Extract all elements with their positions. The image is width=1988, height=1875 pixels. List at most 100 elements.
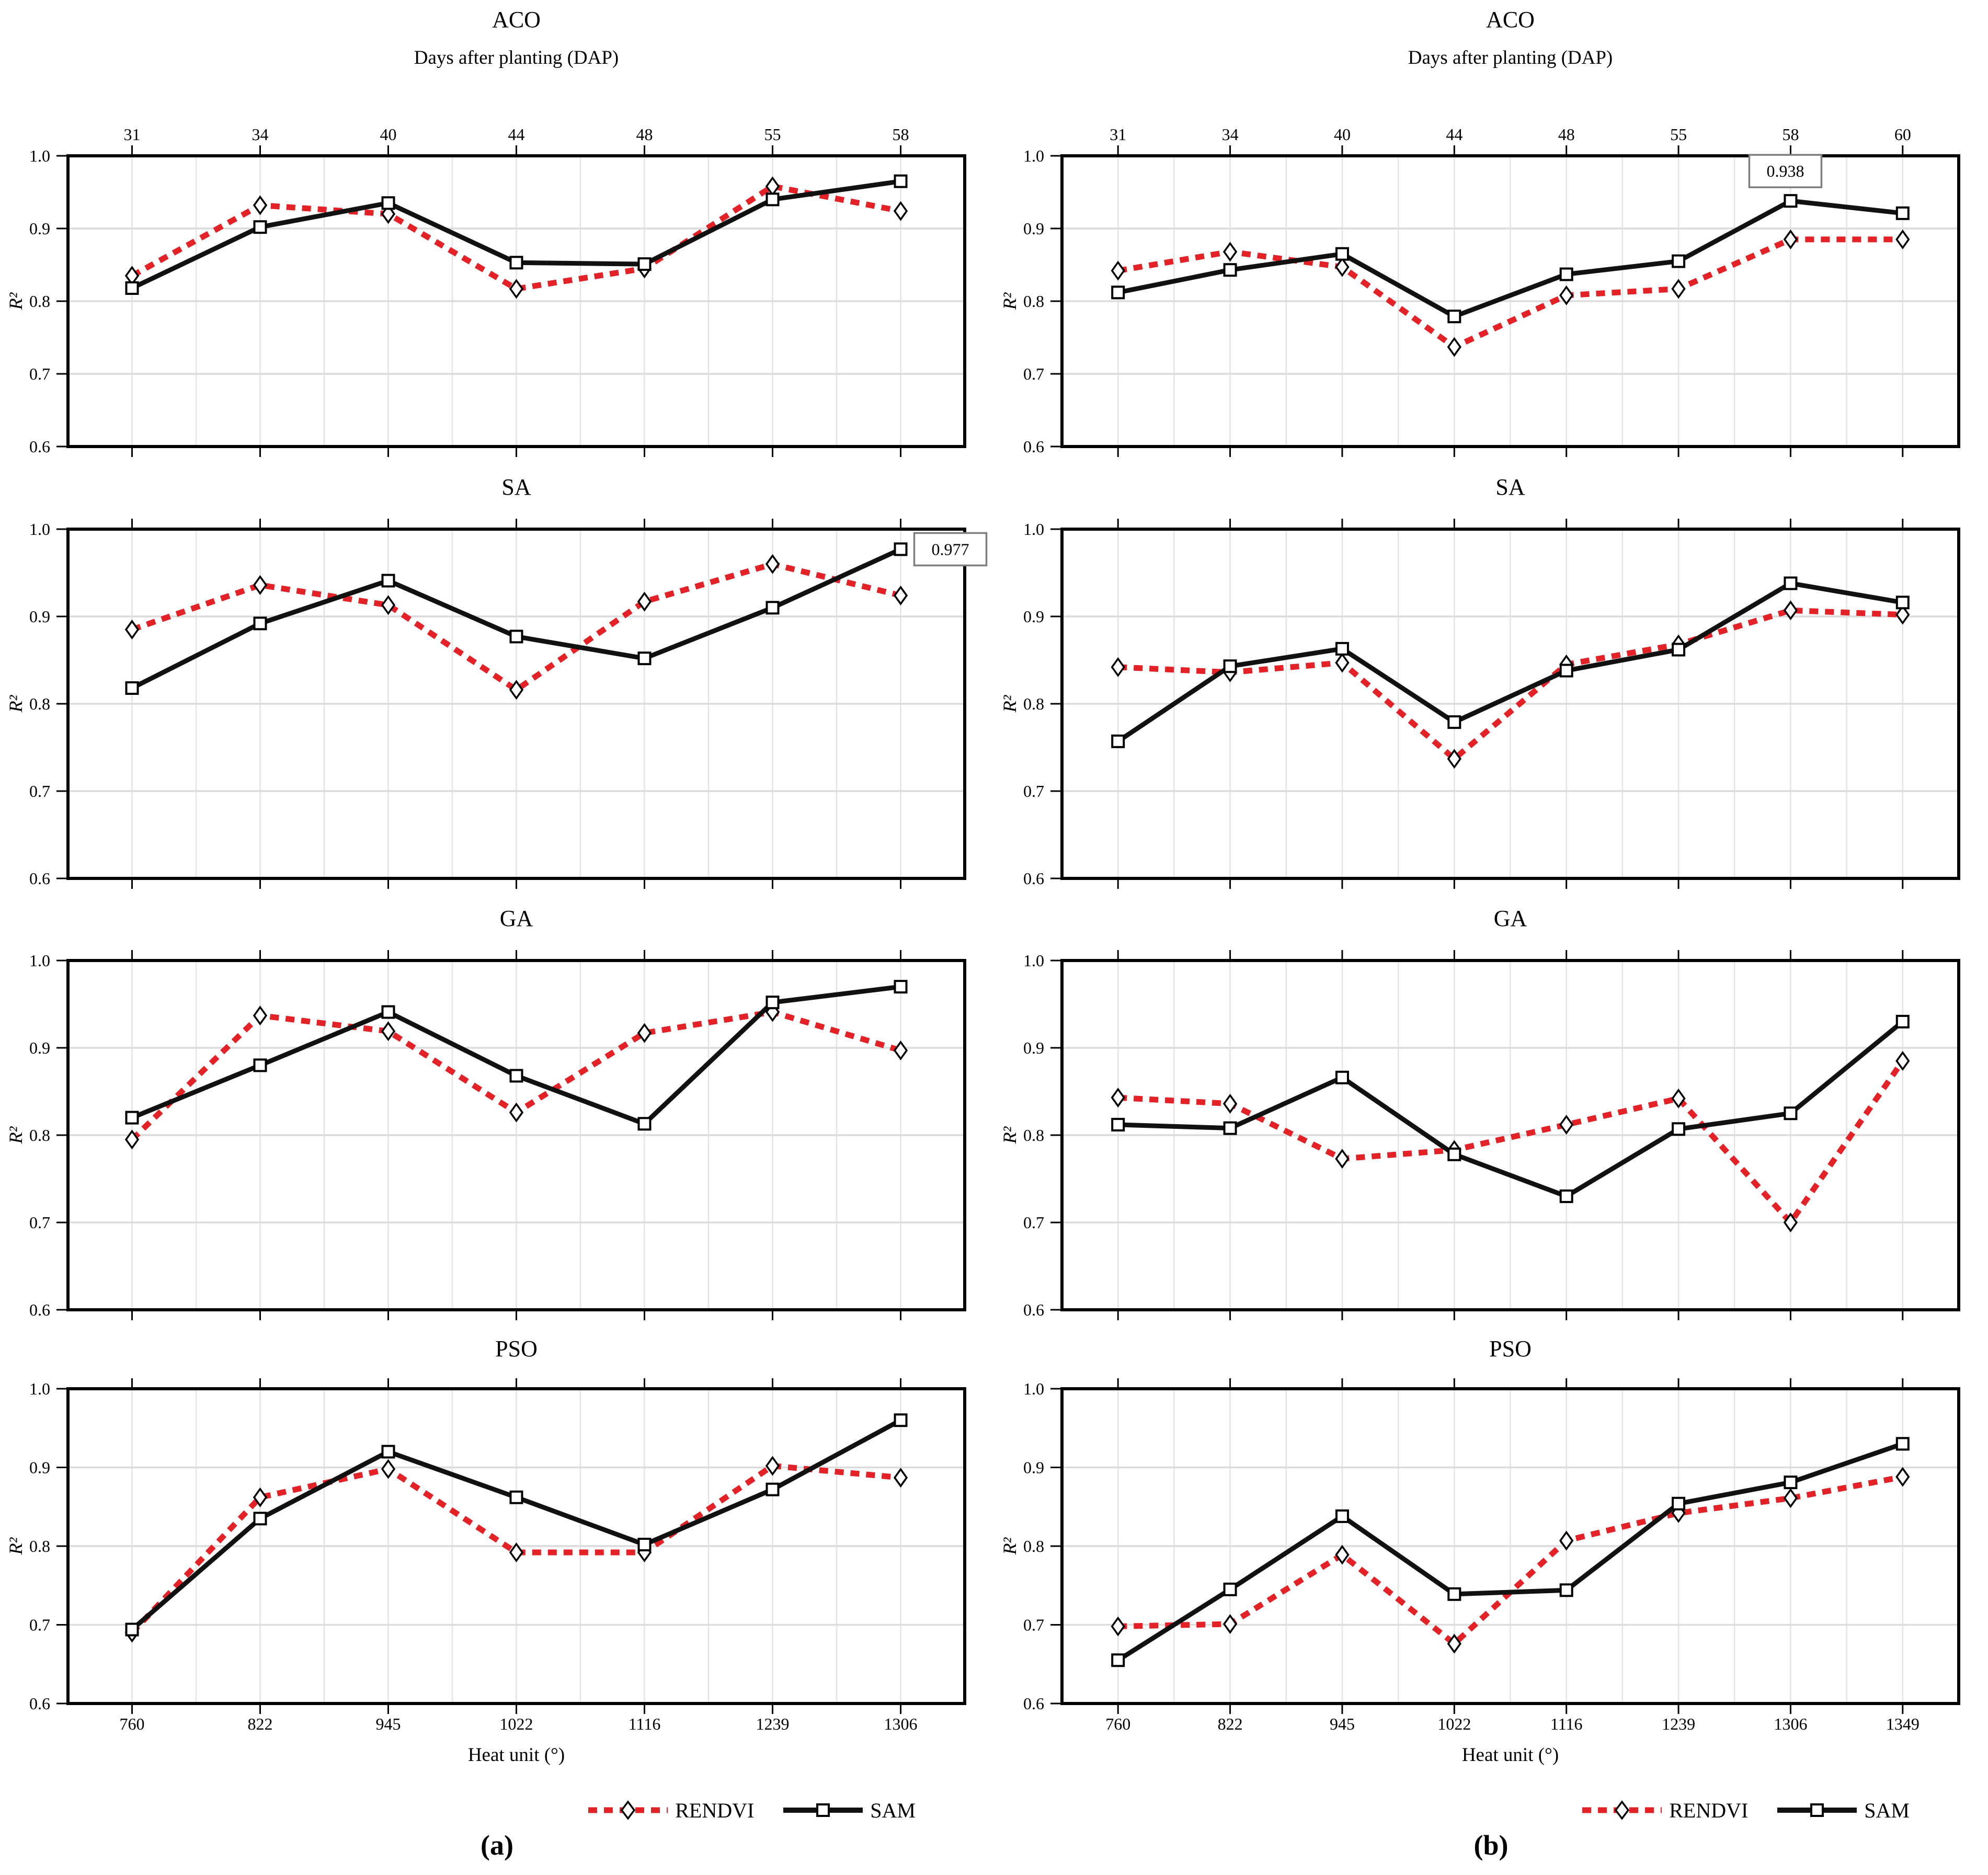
bottom-axis-title: Heat unit (°) — [468, 1744, 565, 1766]
rendvi-line-key-icon — [588, 1800, 668, 1820]
chart-aco-b: ACO Days after planting (DAP) 0.6 0.7 0.8 0.9… — [994, 0, 1988, 465]
svg-text:40: 40 — [380, 125, 397, 144]
svg-text:1.0: 1.0 — [1023, 951, 1044, 970]
svg-text:0.6: 0.6 — [29, 437, 50, 456]
svg-text:0.9: 0.9 — [1023, 607, 1044, 626]
chart-title: PSO — [495, 1336, 538, 1362]
chart-canvas: PSO 0.6 0.7 0.8 0.9 1.0 R² 760 822 945 1022 1116 123… — [999, 1336, 1960, 1766]
chart-ga-a: GA 0.6 0.7 0.8 0.9 1.0 R² — [0, 897, 994, 1328]
y-axis-tick-labels: 0.6 0.7 0.8 0.9 1.0 — [29, 520, 50, 888]
top-axis-title: Days after planting (DAP) — [414, 47, 619, 68]
sam-line-key-icon — [1777, 1803, 1857, 1817]
y-axis-title: R² — [5, 694, 26, 713]
svg-text:0.9: 0.9 — [29, 607, 50, 626]
legend-label-rendvi: RENDVI — [1669, 1798, 1749, 1822]
y-axis-title: R² — [5, 1537, 26, 1555]
y-axis-title: R² — [5, 1126, 26, 1144]
svg-text:1.0: 1.0 — [1023, 1379, 1044, 1398]
svg-text:0.8: 0.8 — [1023, 1126, 1044, 1145]
axis-ticks — [56, 950, 901, 1320]
legend-b: RENDVI SAM — [994, 1791, 1988, 1829]
gridlines — [1062, 961, 1959, 1310]
legend-a: RENDVI SAM — [0, 1791, 994, 1829]
y-axis-title: R² — [5, 292, 26, 310]
chart-title: ACO — [1486, 7, 1535, 32]
chart-canvas: GA 0.6 0.7 0.8 0.9 1.0 R² — [5, 906, 966, 1320]
series-sam-markers — [125, 980, 908, 1131]
series-sam-line — [1117, 198, 1903, 319]
series-rendvi-markers — [1111, 1467, 1910, 1654]
svg-text:48: 48 — [636, 125, 653, 144]
bottom-axis-title: Heat unit (°) — [1462, 1744, 1559, 1766]
series-rendvi-line — [1117, 236, 1903, 350]
svg-text:1.0: 1.0 — [29, 520, 50, 539]
y-axis-tick-labels: 0.6 0.7 0.8 0.9 1.0 — [1023, 951, 1044, 1319]
svg-text:0.6: 0.6 — [1023, 1300, 1044, 1319]
legend-item-sam: SAM — [781, 1798, 916, 1823]
series-sam-markers — [1111, 1014, 1910, 1203]
svg-text:1022: 1022 — [1437, 1714, 1471, 1733]
figure-panel-b: ACO Days after planting (DAP) 0.6 0.7 0.8 0.9… — [994, 0, 1988, 1872]
y-axis-tick-labels: 0.6 0.7 0.8 0.9 1.0 — [1023, 146, 1044, 456]
svg-text:55: 55 — [1670, 125, 1687, 144]
svg-text:760: 760 — [120, 1714, 145, 1733]
svg-text:945: 945 — [376, 1714, 401, 1733]
svg-text:58: 58 — [893, 125, 909, 144]
svg-text:44: 44 — [1446, 125, 1463, 144]
y-axis-tick-labels: 0.6 0.7 0.8 0.9 1.0 — [1023, 520, 1044, 888]
series-rendvi-markers — [124, 1002, 908, 1150]
chart-canvas: SA 0.6 0.7 0.8 0.9 1.0 R² — [999, 474, 1960, 889]
y-axis-title: R² — [999, 1537, 1020, 1555]
chart-title: GA — [500, 906, 533, 931]
legend-item-rendvi: RENDVI — [586, 1798, 754, 1823]
chart-title: GA — [1494, 906, 1527, 931]
chart-title: SA — [501, 474, 531, 500]
svg-text:0.7: 0.7 — [29, 364, 50, 383]
svg-text:0.9: 0.9 — [29, 1458, 50, 1477]
svg-text:822: 822 — [1218, 1714, 1243, 1733]
svg-text:0.6: 0.6 — [1023, 437, 1044, 456]
axis-ticks — [56, 519, 901, 889]
svg-text:0.8: 0.8 — [29, 292, 50, 311]
svg-text:31: 31 — [124, 125, 141, 144]
svg-text:55: 55 — [764, 125, 781, 144]
chart-canvas: PSO 0.6 0.7 0.8 0.9 1.0 R² 760 822 945 1022 1116 123… — [5, 1336, 966, 1766]
svg-text:0.9: 0.9 — [29, 1038, 50, 1057]
svg-text:0.7: 0.7 — [1023, 364, 1044, 383]
axis-ticks — [56, 1378, 901, 1714]
gridlines — [68, 156, 965, 447]
caption-a: (a) — [481, 1830, 513, 1861]
axis-ticks — [1050, 950, 1904, 1320]
y-axis-tick-labels: 0.6 0.7 0.8 0.9 1.0 — [29, 951, 50, 1319]
chart-canvas: ACO Days after planting (DAP) 0.6 0.7 0.8 0.9… — [999, 7, 1960, 457]
svg-text:0.8: 0.8 — [1023, 1537, 1044, 1556]
chart-canvas: SA 0.6 0.7 0.8 0.9 1.0 R² 0.977 — [5, 474, 988, 889]
legend-label-rendvi: RENDVI — [675, 1798, 755, 1822]
svg-text:34: 34 — [252, 125, 269, 144]
legend-label-sam: SAM — [870, 1798, 916, 1822]
chart-sa-b: SA 0.6 0.7 0.8 0.9 1.0 R² — [994, 465, 1988, 897]
svg-text:0.938: 0.938 — [1766, 162, 1804, 180]
svg-text:58: 58 — [1782, 125, 1799, 144]
svg-text:0.8: 0.8 — [29, 694, 50, 713]
svg-text:48: 48 — [1558, 125, 1575, 144]
series-sam-markers — [1111, 576, 1910, 748]
figure-panel-a: ACO Days after planting (DAP) 0.6 0.7 0.8 0.9… — [0, 0, 994, 1872]
legend-item-rendvi: RENDVI — [1580, 1798, 1748, 1823]
dap-tick-labels: 31 34 40 44 48 55 58 60 — [1110, 125, 1911, 144]
legend-item-sam: SAM — [1775, 1798, 1910, 1823]
svg-text:0.9: 0.9 — [1023, 1458, 1044, 1477]
svg-text:1.0: 1.0 — [29, 951, 50, 970]
svg-text:1306: 1306 — [1774, 1714, 1807, 1733]
gridlines — [1062, 1389, 1959, 1703]
svg-text:1349: 1349 — [1886, 1714, 1920, 1733]
series-sam-markers — [125, 174, 908, 295]
y-axis-title: R² — [999, 292, 1020, 310]
axis-ticks — [1050, 145, 1904, 457]
svg-text:0.8: 0.8 — [29, 1126, 50, 1145]
svg-text:0.8: 0.8 — [1023, 292, 1044, 311]
chart-ga-b: GA 0.6 0.7 0.8 0.9 1.0 R² — [994, 897, 1988, 1328]
svg-text:1239: 1239 — [756, 1714, 790, 1733]
gridlines — [1062, 529, 1959, 878]
